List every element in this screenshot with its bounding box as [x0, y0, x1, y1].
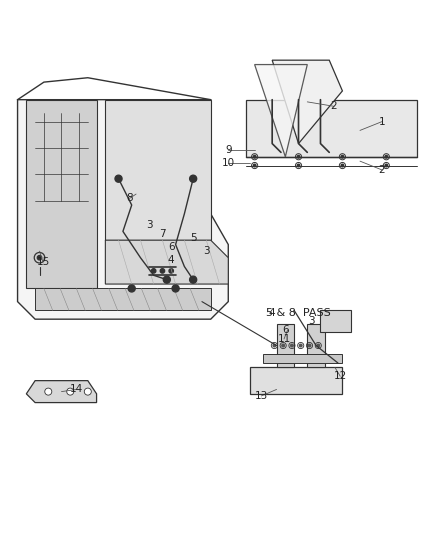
- Polygon shape: [276, 324, 293, 367]
- Text: 6: 6: [281, 325, 288, 335]
- Circle shape: [297, 156, 299, 158]
- Circle shape: [290, 344, 293, 347]
- Circle shape: [340, 164, 343, 167]
- Circle shape: [297, 164, 299, 167]
- Text: 15: 15: [36, 257, 49, 267]
- Circle shape: [281, 344, 284, 347]
- Polygon shape: [105, 240, 228, 284]
- Polygon shape: [26, 100, 96, 288]
- Circle shape: [307, 344, 310, 347]
- Text: 2: 2: [329, 101, 336, 111]
- Polygon shape: [26, 381, 96, 402]
- Circle shape: [172, 285, 179, 292]
- Circle shape: [299, 344, 301, 347]
- Circle shape: [84, 388, 91, 395]
- Polygon shape: [254, 64, 307, 157]
- Polygon shape: [307, 324, 324, 367]
- Text: 1: 1: [378, 117, 385, 127]
- Text: 14: 14: [70, 384, 83, 394]
- Text: 12: 12: [333, 372, 346, 381]
- Circle shape: [316, 344, 319, 347]
- Polygon shape: [272, 60, 342, 143]
- Circle shape: [340, 156, 343, 158]
- Text: 3: 3: [145, 220, 152, 230]
- Text: 4: 4: [268, 308, 275, 318]
- Circle shape: [37, 255, 42, 260]
- Circle shape: [67, 388, 74, 395]
- Text: 8: 8: [126, 193, 133, 204]
- Circle shape: [151, 269, 155, 273]
- Polygon shape: [35, 288, 210, 310]
- Text: 11: 11: [277, 334, 290, 344]
- Text: 3: 3: [202, 246, 209, 256]
- Polygon shape: [320, 310, 350, 333]
- Circle shape: [253, 164, 255, 167]
- Text: 9: 9: [224, 145, 231, 155]
- Text: 4: 4: [167, 255, 174, 265]
- Polygon shape: [263, 354, 342, 363]
- Text: 10: 10: [221, 158, 234, 168]
- Circle shape: [253, 156, 255, 158]
- Polygon shape: [18, 100, 228, 319]
- Polygon shape: [250, 367, 342, 394]
- Text: 5: 5: [189, 233, 196, 243]
- Circle shape: [384, 156, 387, 158]
- Circle shape: [45, 388, 52, 395]
- Text: 5 & 8  PASS: 5 & 8 PASS: [265, 308, 330, 318]
- Text: 13: 13: [254, 391, 267, 401]
- Circle shape: [163, 276, 170, 283]
- Polygon shape: [245, 100, 416, 157]
- Polygon shape: [105, 100, 210, 240]
- Circle shape: [115, 175, 122, 182]
- Circle shape: [272, 344, 275, 347]
- Text: 6: 6: [167, 242, 174, 252]
- Circle shape: [189, 175, 196, 182]
- Text: 3: 3: [307, 317, 314, 326]
- Circle shape: [169, 269, 173, 273]
- Circle shape: [160, 269, 164, 273]
- Text: 7: 7: [159, 229, 166, 239]
- Text: 2: 2: [378, 165, 385, 175]
- Circle shape: [128, 285, 135, 292]
- Circle shape: [189, 276, 196, 283]
- Circle shape: [384, 164, 387, 167]
